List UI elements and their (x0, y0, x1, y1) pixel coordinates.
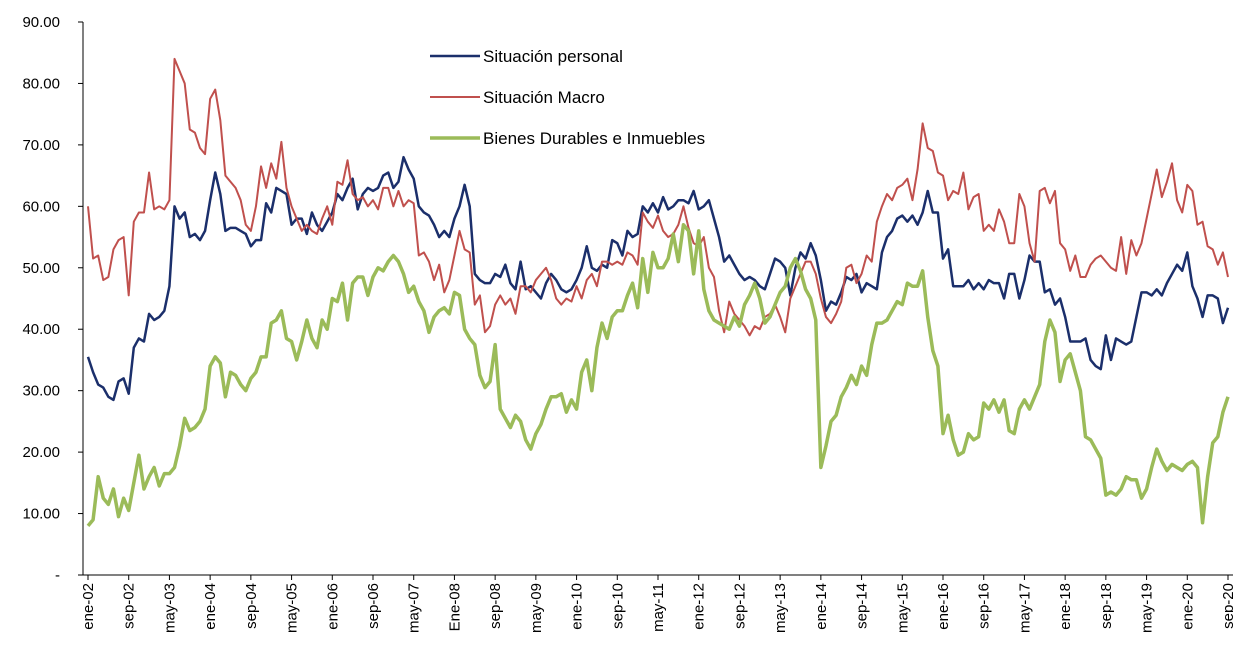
y-tick-label: 90.00 (22, 14, 60, 31)
x-tick-label: ene-02 (80, 583, 97, 630)
x-tick-label: ene-06 (324, 583, 341, 630)
y-tick-label: 60.00 (22, 198, 60, 215)
x-tick-label: ene-20 (1179, 583, 1196, 630)
x-tick-label: sep-18 (1098, 583, 1115, 629)
x-tick-label: ene-10 (569, 583, 586, 630)
series-line (86, 155, 1230, 402)
x-tick-label: sep-12 (731, 583, 748, 629)
y-tick-label: 30.00 (22, 383, 60, 400)
x-tick-label: sep-14 (854, 583, 871, 629)
x-tick-label: sep-06 (365, 583, 382, 629)
x-tick-label: sep-08 (487, 583, 504, 629)
x-tick-label: may-03 (161, 583, 178, 633)
x-tick-label: ene-16 (935, 583, 952, 630)
x-tick-label: ene-18 (1057, 583, 1074, 630)
y-tick-label: 80.00 (22, 75, 60, 92)
x-tick-label: may-17 (1016, 583, 1033, 633)
y-tick-label: - (55, 567, 60, 584)
series-line (86, 223, 1230, 527)
x-tick-label: sep-16 (976, 583, 993, 629)
x-tick-label: ene-12 (691, 583, 708, 630)
y-tick-label: 20.00 (22, 444, 60, 461)
series-line (87, 57, 1229, 337)
x-tick-label: may-19 (1139, 583, 1156, 633)
x-tick-label: may-07 (406, 583, 423, 633)
x-tick-label: may-11 (650, 583, 667, 632)
x-tick-label: may-15 (894, 583, 911, 633)
x-tick-label: ene-14 (813, 583, 830, 630)
legend-text: Situación personal (483, 47, 623, 66)
y-tick-label: 40.00 (22, 321, 60, 338)
legend-text: Bienes Durables e Inmuebles (483, 129, 705, 148)
y-tick-label: 50.00 (22, 260, 60, 277)
legend-text: Situación Macro (483, 88, 605, 107)
x-tick-label: sep-04 (243, 583, 260, 629)
y-tick-label: 70.00 (22, 137, 60, 154)
x-tick-label: sep-02 (121, 583, 138, 629)
x-tick-label: sep-10 (609, 583, 626, 629)
x-tick-label: may-09 (528, 583, 545, 633)
x-tick-label: may-05 (284, 583, 301, 633)
y-tick-label: 10.00 (22, 506, 60, 523)
x-tick-label: sep-20 (1220, 583, 1233, 629)
x-tick-label: Ene-08 (446, 583, 463, 631)
x-tick-label: ene-04 (202, 583, 219, 630)
x-tick-label: may-13 (772, 583, 789, 633)
